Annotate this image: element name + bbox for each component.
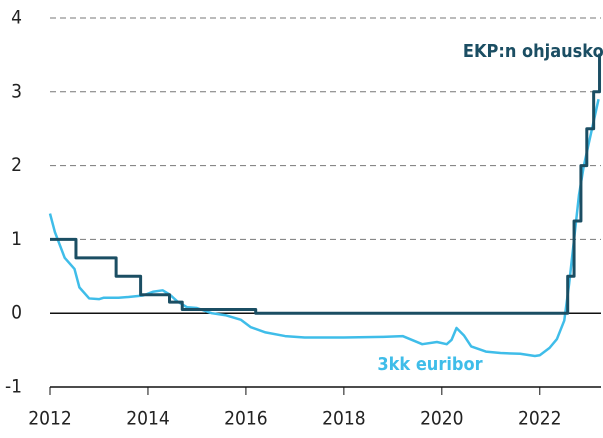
y-tick-label: 3 <box>11 80 22 102</box>
x-tick-label: 2018 <box>322 408 366 430</box>
y-tick-label: 2 <box>11 154 22 176</box>
series-label: EKP:n ohjauskorko <box>463 41 603 62</box>
x-tick-label: 2014 <box>126 408 170 430</box>
x-tick-label: 2020 <box>420 408 464 430</box>
y-tick-label: 0 <box>11 302 22 324</box>
y-tick-label: 1 <box>11 228 22 250</box>
series-line <box>48 98 600 358</box>
series-line <box>50 53 602 315</box>
x-tick-label: 2022 <box>518 408 562 430</box>
x-tick-label: 2016 <box>224 408 268 430</box>
y-tick-label: -1 <box>5 376 22 398</box>
series-label: 3kk euribor <box>377 354 482 375</box>
x-tick-label: 2012 <box>28 408 72 430</box>
y-tick-label: 4 <box>11 7 22 29</box>
